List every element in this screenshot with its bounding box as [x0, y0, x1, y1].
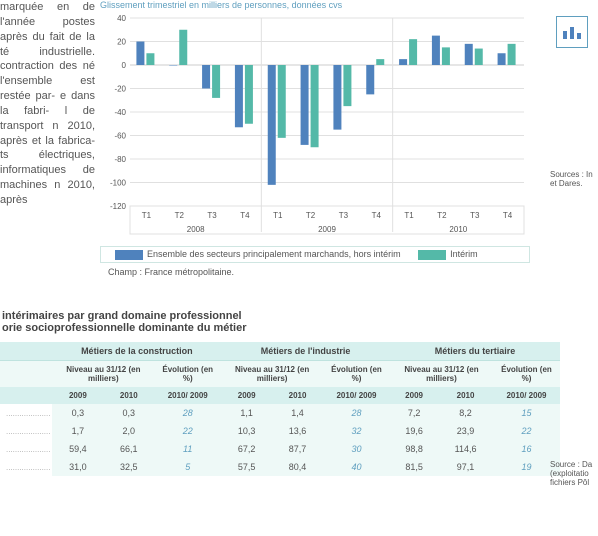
svg-text:T4: T4 [240, 211, 250, 220]
svg-text:T2: T2 [306, 211, 316, 220]
svg-text:-40: -40 [114, 108, 126, 117]
chart-icon [556, 16, 588, 48]
svg-text:0: 0 [122, 61, 127, 70]
table-title-line1: intérimaires par grand domaine professio… [2, 310, 598, 322]
svg-text:T4: T4 [503, 211, 513, 220]
svg-text:-100: -100 [110, 179, 127, 188]
chart-title: Glissement trimestriel en milliers de pe… [100, 0, 530, 10]
svg-text:2010: 2010 [449, 225, 467, 234]
chart-legend: Ensemble des secteurs principalement mar… [100, 246, 530, 263]
svg-text:2009: 2009 [318, 225, 336, 234]
svg-text:20: 20 [117, 38, 126, 47]
table-title: intérimaires par grand domaine professio… [0, 310, 598, 334]
chart-sources: Sources : In et Dares. [550, 170, 593, 188]
svg-text:-20: -20 [114, 85, 126, 94]
svg-text:T2: T2 [437, 211, 447, 220]
data-table: Métiers de la constructionMétiers de l'i… [0, 342, 560, 476]
table-source: Source : Da (exploitatio fichiers Pôl [550, 460, 592, 487]
svg-text:T1: T1 [404, 211, 414, 220]
svg-text:T4: T4 [372, 211, 382, 220]
bar-chart: -120 -100 -80 -60 -40 -20 0 20 40 T1 T2 T3 T4 T1 T2 T3 T… [100, 12, 530, 242]
svg-text:-60: -60 [114, 132, 126, 141]
svg-text:40: 40 [117, 14, 126, 23]
table-section: intérimaires par grand domaine professio… [0, 310, 598, 476]
svg-text:-120: -120 [110, 202, 127, 211]
svg-text:T1: T1 [142, 211, 152, 220]
svg-text:T3: T3 [470, 211, 480, 220]
table-title-line2: orie socioprofessionnelle dominante du m… [2, 322, 598, 334]
svg-text:T3: T3 [207, 211, 217, 220]
chart-container: Glissement trimestriel en milliers de pe… [100, 0, 530, 277]
svg-text:2008: 2008 [187, 225, 205, 234]
svg-text:T1: T1 [273, 211, 283, 220]
left-cropped-text: marquée en de l'année postes après du fa… [0, 0, 95, 208]
svg-text:-80: -80 [114, 155, 126, 164]
svg-text:T2: T2 [175, 211, 185, 220]
chart-champ: Champ : France métropolitaine. [100, 267, 530, 277]
svg-text:T3: T3 [339, 211, 349, 220]
